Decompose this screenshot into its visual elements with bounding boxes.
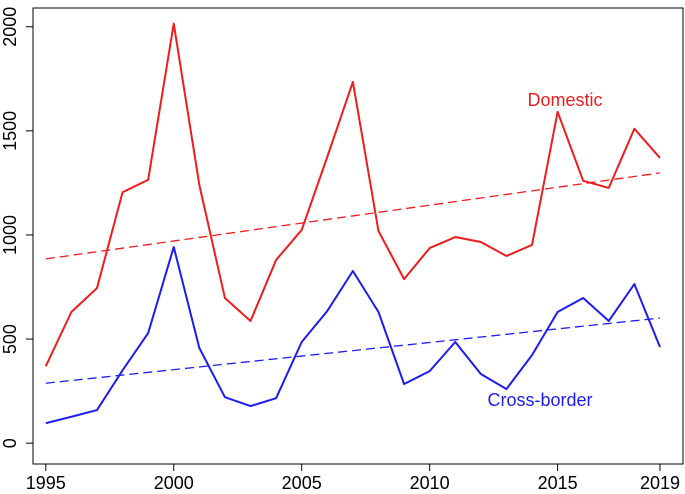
- x-tick-label: 2019: [640, 473, 680, 493]
- plot-frame: [32, 7, 684, 465]
- series-line: [45, 246, 661, 425]
- trend-line: [45, 172, 661, 260]
- y-tick-label: 2000: [0, 7, 20, 47]
- x-tick-label: 2000: [154, 473, 194, 493]
- x-tick-label: 2010: [410, 473, 450, 493]
- series-line: [44, 22, 661, 367]
- y-tick-label: 500: [0, 324, 20, 354]
- x-tick-label: 2005: [282, 473, 322, 493]
- y-tick-label: 0: [0, 438, 20, 448]
- x-tick-label: 2015: [538, 473, 578, 493]
- series-label: Cross-border: [487, 390, 592, 410]
- series-label: Domestic: [527, 90, 602, 110]
- trend-line: [45, 317, 661, 384]
- y-tick-label: 1500: [0, 111, 20, 151]
- y-tick-label: 1000: [0, 215, 20, 255]
- x-tick-label: 1995: [26, 473, 66, 493]
